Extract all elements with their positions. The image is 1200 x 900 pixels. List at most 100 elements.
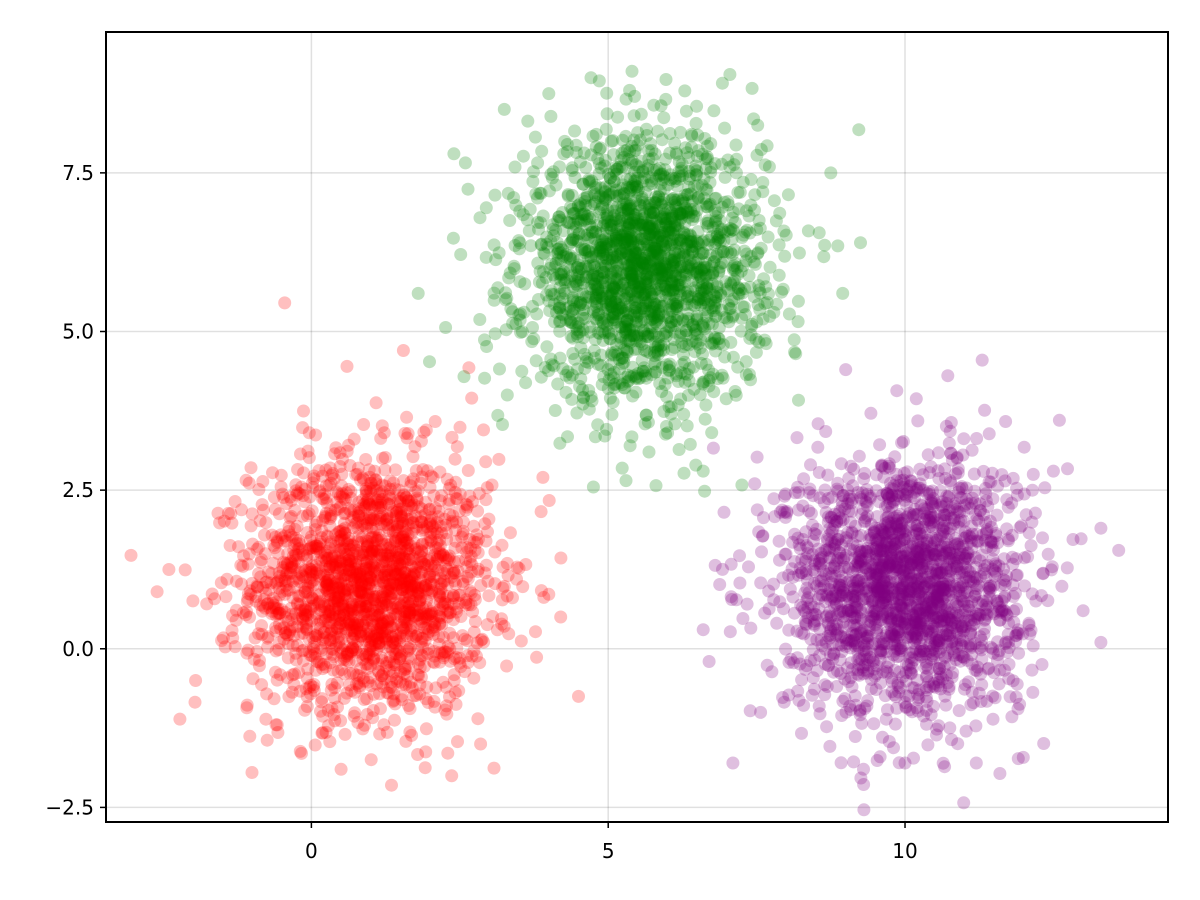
data-point	[713, 578, 727, 591]
data-point	[408, 578, 422, 592]
data-point	[302, 680, 316, 694]
data-point	[548, 404, 562, 417]
data-point	[367, 564, 381, 578]
data-point	[346, 631, 360, 645]
data-point	[625, 180, 639, 194]
data-point	[446, 597, 460, 611]
data-point	[431, 510, 445, 524]
data-point	[516, 580, 530, 594]
data-point	[627, 211, 641, 225]
data-point	[302, 451, 316, 465]
data-point	[441, 604, 455, 617]
data-point	[393, 494, 407, 508]
data-point	[359, 453, 373, 466]
data-point	[398, 590, 412, 604]
data-point	[393, 495, 407, 509]
data-point	[534, 216, 548, 230]
data-point	[293, 575, 307, 589]
data-point	[324, 509, 338, 523]
data-point	[680, 419, 694, 433]
data-point	[340, 653, 354, 667]
data-point	[360, 484, 374, 498]
data-point	[255, 553, 268, 567]
data-point	[344, 569, 358, 583]
data-point	[848, 730, 862, 743]
data-point	[306, 680, 320, 694]
data-point	[369, 522, 383, 536]
data-point	[257, 592, 271, 606]
data-point	[732, 287, 746, 301]
data-point	[698, 484, 712, 498]
data-point	[365, 521, 378, 535]
data-point	[189, 674, 203, 687]
data-point	[359, 534, 373, 548]
data-point	[329, 441, 343, 455]
data-point	[715, 76, 729, 90]
data-point	[282, 520, 296, 534]
data-point	[460, 545, 474, 559]
data-point	[1112, 543, 1126, 557]
data-point	[824, 166, 838, 180]
data-point	[360, 554, 374, 568]
data-point	[517, 305, 531, 319]
data-point	[817, 250, 831, 264]
data-point	[401, 528, 415, 542]
data-point	[320, 578, 334, 592]
data-point	[226, 609, 240, 623]
data-point	[346, 555, 360, 569]
data-point	[957, 432, 971, 446]
data-point	[530, 650, 544, 664]
data-point	[811, 440, 825, 454]
data-point	[381, 595, 395, 609]
data-point	[411, 643, 425, 657]
data-point	[223, 539, 237, 552]
data-point	[250, 645, 264, 658]
data-point	[251, 580, 265, 594]
data-point	[302, 426, 316, 440]
data-point	[408, 580, 422, 594]
data-point	[382, 686, 396, 700]
data-point	[358, 579, 372, 593]
data-point	[273, 668, 287, 682]
data-point	[393, 563, 407, 577]
data-point	[847, 755, 861, 769]
data-point	[349, 590, 363, 604]
data-point	[724, 335, 738, 349]
data-point	[363, 548, 377, 561]
data-point	[536, 470, 550, 484]
data-point	[742, 269, 756, 283]
data-point	[479, 250, 493, 264]
data-point	[295, 568, 309, 582]
data-point	[299, 601, 312, 615]
data-point	[615, 461, 629, 475]
data-point	[292, 571, 306, 585]
data-point	[544, 109, 558, 123]
data-point	[542, 87, 556, 101]
data-point	[337, 650, 351, 664]
data-point	[295, 544, 309, 557]
data-point	[325, 677, 339, 691]
data-point	[500, 659, 514, 673]
data-point	[375, 669, 389, 683]
data-point	[188, 695, 202, 709]
data-point	[690, 99, 704, 113]
data-point	[305, 559, 319, 573]
data-point	[327, 643, 341, 656]
data-point	[612, 301, 626, 315]
data-point	[432, 587, 446, 601]
data-point	[745, 81, 759, 95]
data-point	[663, 127, 677, 140]
data-point	[776, 691, 790, 704]
data-point	[441, 577, 455, 591]
data-point	[370, 544, 384, 558]
data-point	[405, 501, 419, 515]
data-point	[305, 504, 319, 518]
data-point	[756, 176, 770, 189]
data-point	[374, 543, 388, 557]
data-point	[479, 201, 493, 215]
data-point	[461, 182, 475, 196]
data-point	[661, 178, 675, 192]
data-point	[274, 468, 288, 482]
data-point	[458, 156, 472, 170]
data-point	[553, 436, 567, 450]
